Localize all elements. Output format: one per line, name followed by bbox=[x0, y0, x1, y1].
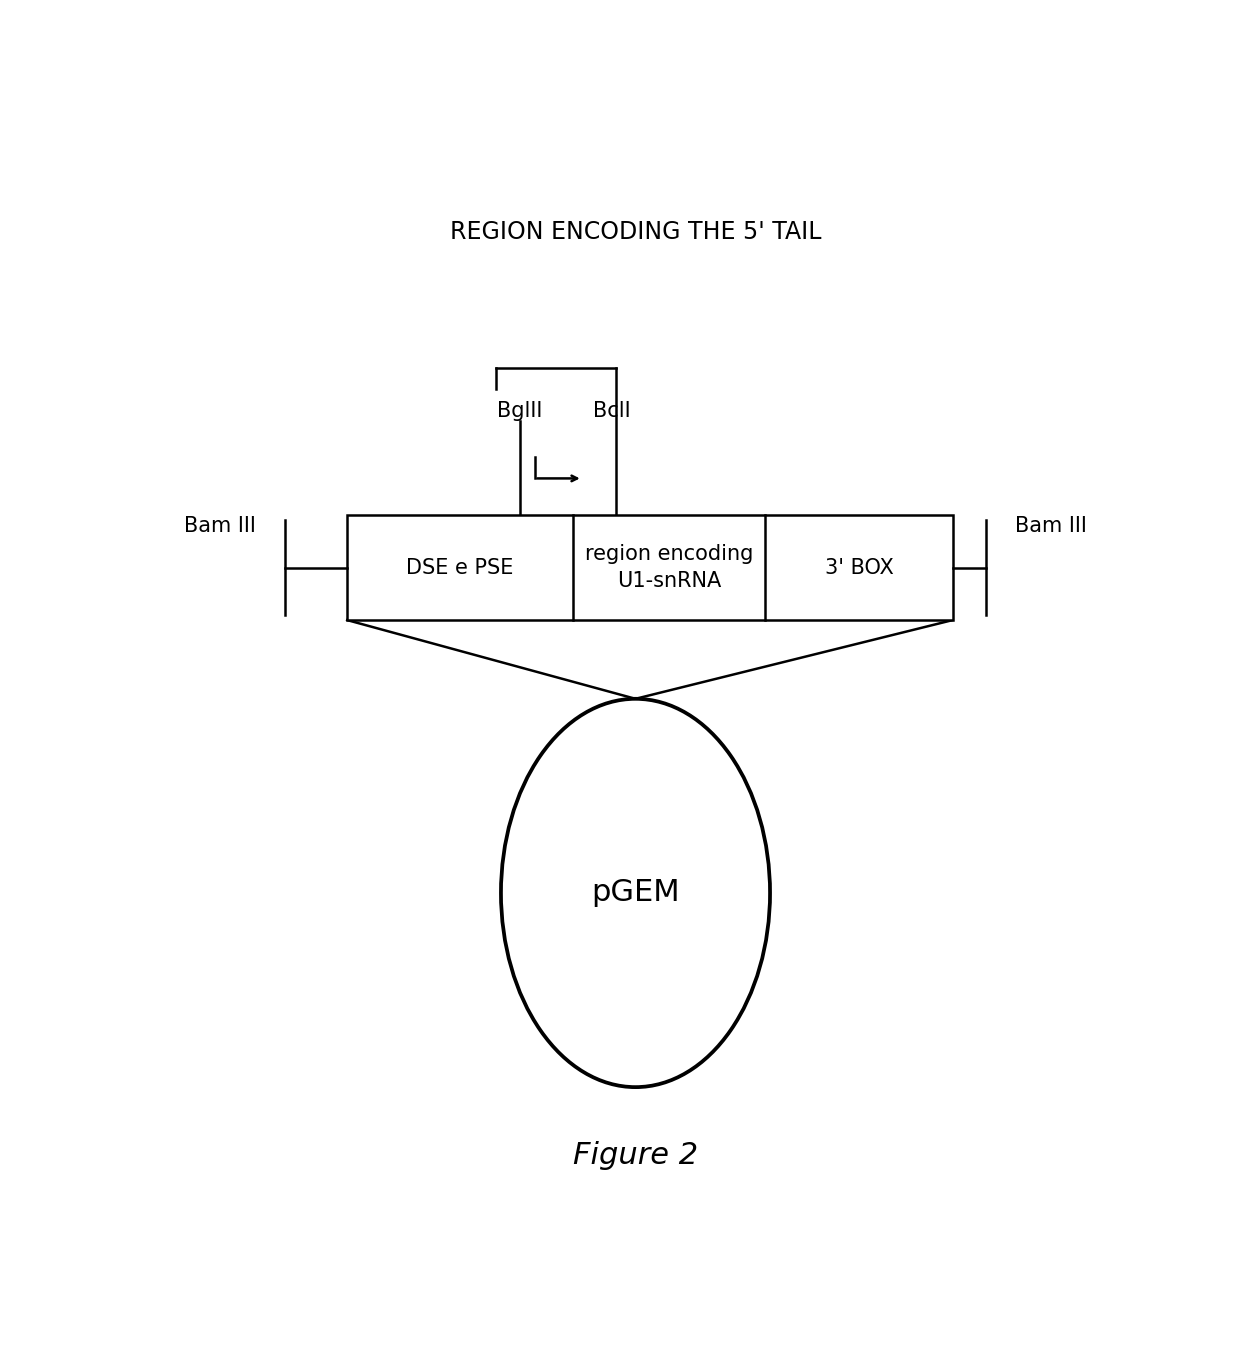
Text: Figure 2: Figure 2 bbox=[573, 1141, 698, 1169]
Bar bbox=[347, 515, 952, 620]
Ellipse shape bbox=[501, 699, 770, 1088]
Text: pGEM: pGEM bbox=[591, 879, 680, 908]
Text: 3' BOX: 3' BOX bbox=[825, 557, 893, 578]
Text: REGION ENCODING THE 5' TAIL: REGION ENCODING THE 5' TAIL bbox=[450, 219, 821, 244]
Text: region encoding
U1-snRNA: region encoding U1-snRNA bbox=[585, 544, 754, 590]
Text: DSE e PSE: DSE e PSE bbox=[407, 557, 513, 578]
Text: BclI: BclI bbox=[593, 401, 630, 421]
Text: BglII: BglII bbox=[497, 401, 543, 421]
Text: Bam III: Bam III bbox=[184, 515, 255, 536]
Text: Bam III: Bam III bbox=[1016, 515, 1087, 536]
